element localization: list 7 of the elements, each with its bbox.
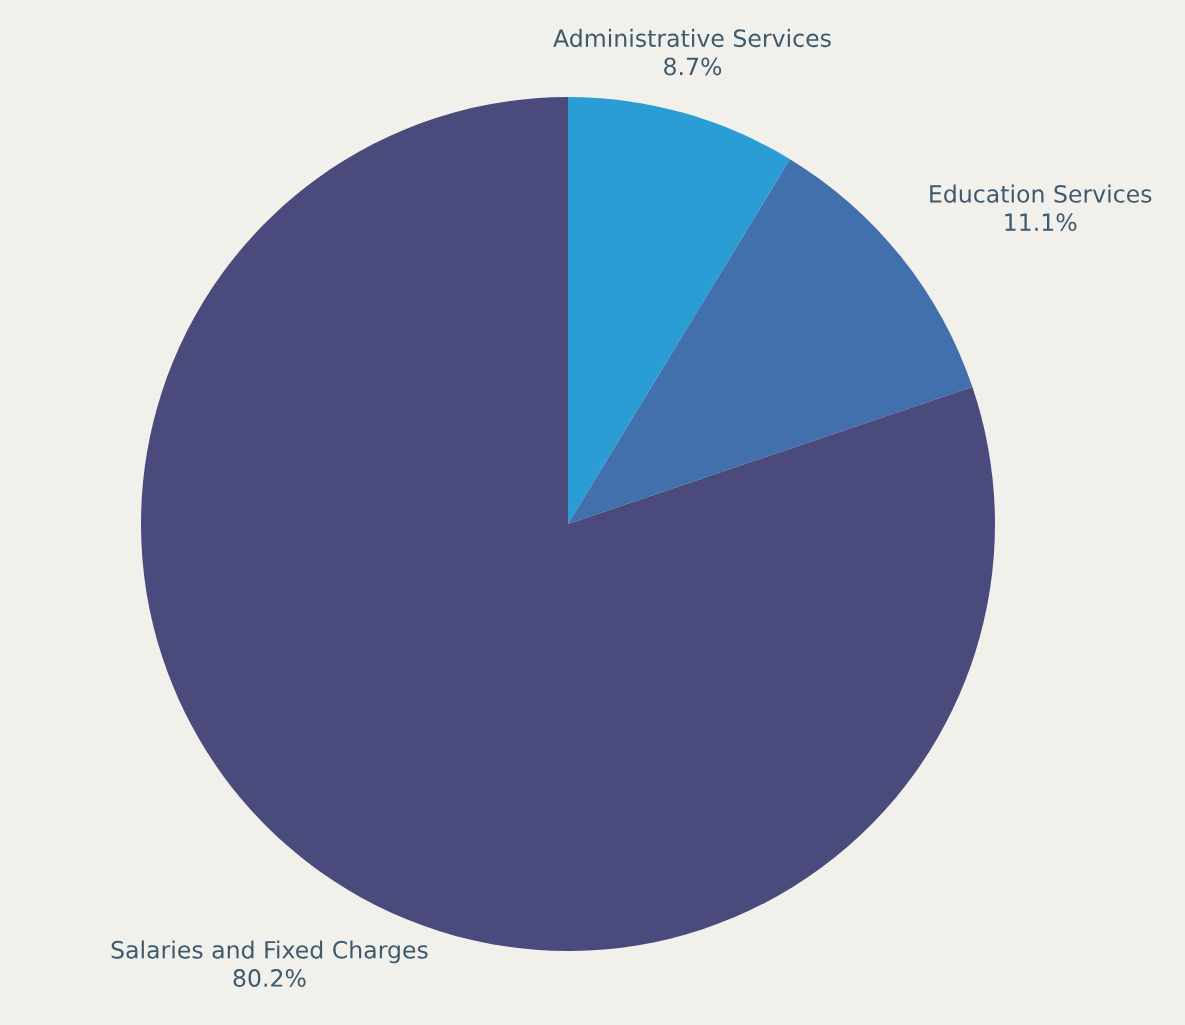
data-label: 8.7% (664, 57, 722, 76)
slice-label: Education Services (930, 184, 1152, 203)
data-label: 80.2% (233, 969, 306, 987)
pie-slice (568, 97, 790, 524)
slice-label: Salaries and Fixed Charges (111, 940, 428, 964)
data-label: 11.1% (1005, 213, 1077, 232)
slice-label: Administrative Services (553, 28, 831, 48)
